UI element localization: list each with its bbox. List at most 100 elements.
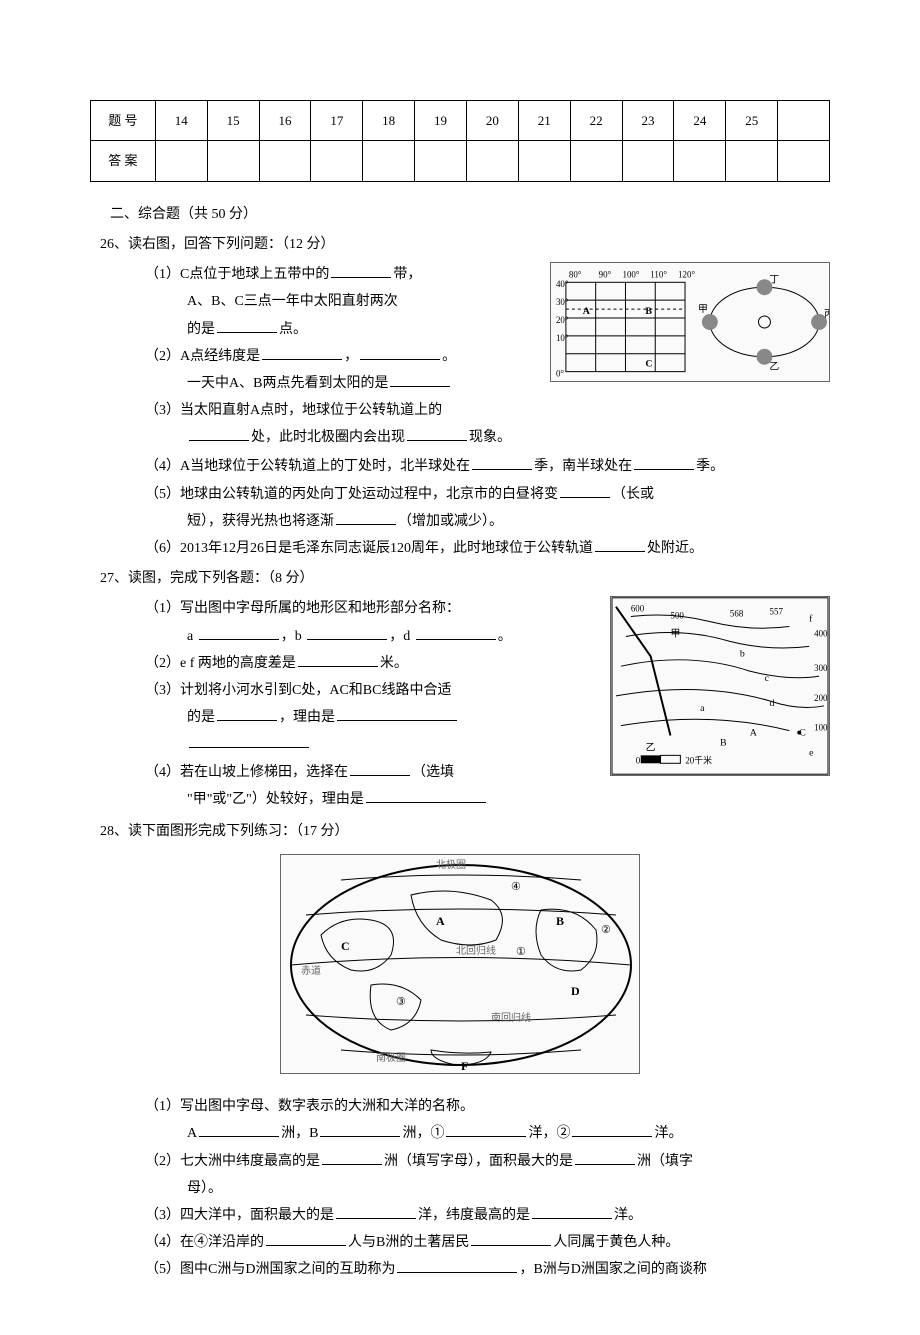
q28-header: 28、读下面图形完成下列练习：（17 分） [100,824,349,839]
svg-text:②: ② [601,924,611,936]
svg-text:400: 400 [814,629,828,639]
svg-text:B: B [645,306,652,317]
svg-text:557: 557 [770,607,784,617]
svg-text:a: a [700,703,705,714]
blank [217,319,277,333]
blank [366,789,486,803]
q26-body: 40° 30° 20° 10° 0° 80° 90° 100° 110° 120… [145,262,830,561]
col-25: 25 [726,101,778,141]
blank [298,653,378,667]
svg-text:B: B [556,914,564,928]
col-23: 23 [622,101,674,141]
svg-text:丙: 丙 [824,309,829,320]
label-tropic-s: 南回归线 [491,1010,531,1028]
label-equator: 赤道 [301,963,321,981]
svg-text:20千米: 20千米 [685,755,712,766]
ans-cell [259,141,311,181]
svg-text:30°: 30° [556,297,569,307]
col-17: 17 [311,101,363,141]
blank [471,1232,551,1246]
q27-4b: "甲"或"乙"）处较好，理由是 [187,787,830,812]
svg-text:甲: 甲 [698,304,708,315]
svg-text:100°: 100° [622,269,639,279]
svg-text:10°: 10° [556,333,569,343]
section-2-title: 二、综合题（共 50 分） [110,202,830,227]
col-22: 22 [570,101,622,141]
blank [560,484,610,498]
col-19: 19 [415,101,467,141]
svg-text:丁: 丁 [769,274,779,285]
svg-text:568: 568 [730,609,744,619]
q26-4: （4）A当地球位于公转轨道上的丁处时，北半球处在季，南半球处在季。 [145,454,830,479]
col-20: 20 [466,101,518,141]
ans-cell [674,141,726,181]
ans-cell [778,141,830,181]
svg-text:D: D [571,984,580,998]
q28-4: （4）在④洋沿岸的人与B洲的土著居民人同属于黄色人种。 [145,1230,830,1255]
table-answer-row: 答 案 [91,141,830,181]
q28-3: （3）四大洋中，面积最大的是洋，纬度最高的是洋。 [145,1203,830,1228]
svg-text:600: 600 [631,604,645,614]
blank [446,1123,526,1137]
blank [350,762,410,776]
svg-text:0: 0 [636,756,641,766]
figure-28: A B C D F ① ② ③ ④ 北极圈 北回归线 赤道 南回归线 南极圈 [280,854,640,1074]
ans-cell [207,141,259,181]
q26-3: （3）当太阳直射A点时，地球位于公转轨道上的 [145,398,830,423]
svg-text:④: ④ [511,881,521,893]
blank [575,1151,635,1165]
q26-3b: 处，此时北极圈内会出现现象。 [187,425,830,450]
svg-text:d: d [770,698,775,709]
svg-text:C: C [341,939,350,953]
svg-text:b: b [740,649,745,660]
svg-text:40°: 40° [556,279,569,289]
svg-text:80°: 80° [569,269,582,279]
svg-text:e: e [809,748,814,759]
svg-text:A: A [750,728,758,739]
col-14: 14 [155,101,207,141]
figure-28-wrap: A B C D F ① ② ③ ④ 北极圈 北回归线 赤道 南回归线 南极圈 [90,854,830,1084]
col-15: 15 [207,101,259,141]
blank [331,264,391,278]
label-arctic: 北极圈 [436,857,466,875]
figure-27: 600 500 568 557 400 300 200 100 甲 乙 a b … [610,596,830,776]
q27-header: 27、读图，完成下列各题：（8 分） [100,571,314,586]
q28-1b: A洲，B洲，①洋，②洋。 [187,1121,830,1146]
ans-cell [311,141,363,181]
blank [336,1205,416,1219]
col-blank [778,101,830,141]
svg-text:110°: 110° [650,269,667,279]
blank [262,346,342,360]
svg-text:f: f [809,614,813,625]
blank [320,1123,400,1137]
question-27: 27、读图，完成下列各题：（8 分） [100,566,830,591]
svg-text:0°: 0° [556,369,564,379]
svg-text:c: c [765,673,770,684]
ans-cell [726,141,778,181]
ans-cell [570,141,622,181]
col-21: 21 [518,101,570,141]
table-header-row: 题 号 14 15 16 17 18 19 20 21 22 23 24 25 [91,101,830,141]
row-label: 答 案 [91,141,156,181]
blank [189,734,309,748]
blank [199,1123,279,1137]
svg-text:乙: 乙 [769,361,779,373]
col-24: 24 [674,101,726,141]
blank [407,427,467,441]
blank [416,626,496,640]
svg-text:500: 500 [670,611,684,621]
ans-cell [155,141,207,181]
blank [336,511,396,525]
q26-header: 26、读右图，回答下列问题：（12 分） [100,237,335,252]
svg-text:100: 100 [814,723,828,733]
blank [634,456,694,470]
q26-5b: 短），获得光热也将逐渐（增加或减少）。 [187,509,830,534]
blank [217,707,277,721]
blank [337,707,457,721]
svg-text:200: 200 [814,693,828,703]
ans-cell [622,141,674,181]
blank [572,1123,652,1137]
figure-26: 40° 30° 20° 10° 0° 80° 90° 100° 110° 120… [550,262,830,382]
svg-text:A: A [583,306,591,317]
svg-text:F: F [461,1059,468,1073]
